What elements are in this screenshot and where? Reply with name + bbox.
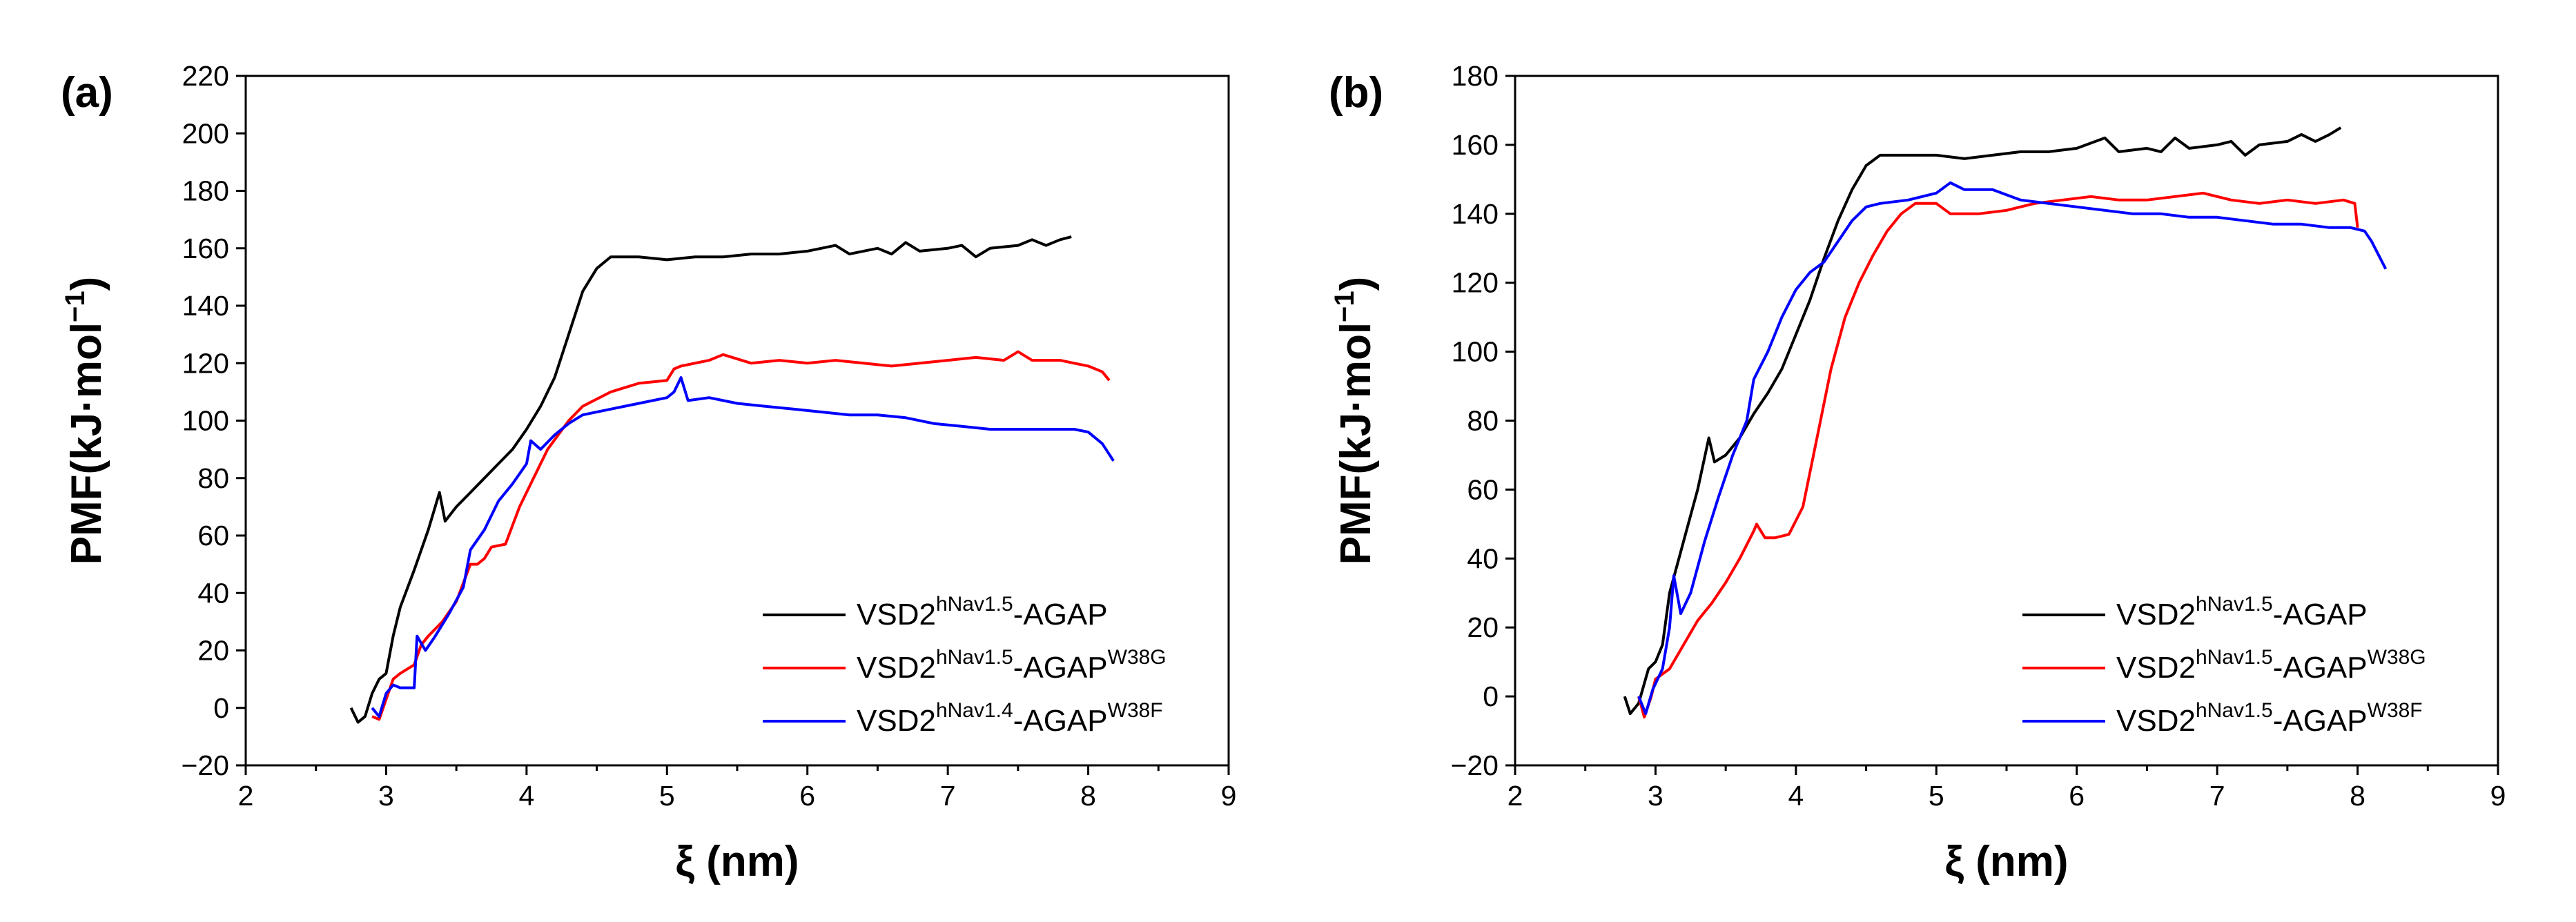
y-tick-label: 120 bbox=[182, 347, 229, 379]
y-axis-title-sup: −1 bbox=[1329, 291, 1360, 322]
x-tick-label: 6 bbox=[2069, 780, 2085, 812]
y-tick-label: 60 bbox=[1467, 473, 1499, 505]
y-axis-title: PMF(kJ·mol−1) bbox=[60, 277, 110, 565]
y-axis-title-main: PMF(kJ·mol bbox=[1332, 322, 1380, 565]
y-tick-label: 40 bbox=[197, 577, 229, 609]
x-tick-label: 3 bbox=[378, 780, 394, 812]
y-axis-title-close: ) bbox=[63, 277, 110, 291]
chart-panel-1: (b) 2 3 4 5 6 7 8 9 −20 0 20 40 60 80 100 120 140 160 180 ξ … bbox=[1329, 60, 2506, 885]
x-axis-title: ξ (nm) bbox=[1944, 838, 2068, 885]
series-line-2 bbox=[1637, 181, 2388, 716]
legend: VSD2hNav1.5-AGAP VSD2hNav1.5-AGAPW38G VSD2… bbox=[2022, 593, 2426, 738]
x-tick-label: 4 bbox=[1788, 780, 1804, 812]
y-axis-title-sup: −1 bbox=[60, 291, 90, 322]
legend-entry-2: VSD2hNav1.4-AGAPW38F bbox=[857, 699, 1163, 738]
panel-label: (b) bbox=[1329, 69, 1383, 117]
x-tick-label: 9 bbox=[2490, 780, 2506, 812]
x-tick-label: 5 bbox=[1929, 780, 1944, 812]
legend-entry-1: VSD2hNav1.5-AGAPW38G bbox=[857, 646, 1167, 685]
panel-label: (a) bbox=[61, 69, 113, 117]
y-tick-label: 0 bbox=[1483, 680, 1499, 712]
y-tick-label: 100 bbox=[1452, 336, 1499, 368]
series-line-0 bbox=[1623, 126, 2342, 716]
series-line-1 bbox=[371, 350, 1111, 721]
x-tick-label: 8 bbox=[1080, 780, 1096, 812]
y-tick-label: 120 bbox=[1452, 267, 1499, 299]
y-tick-label: 140 bbox=[182, 290, 229, 322]
y-tick-label: 20 bbox=[197, 635, 229, 667]
y-axis-title-main: PMF(kJ·mol bbox=[63, 322, 110, 565]
x-tick-label: 2 bbox=[1507, 780, 1523, 812]
y-tick-label: 0 bbox=[213, 692, 229, 724]
y-tick-label: 180 bbox=[182, 175, 229, 207]
y-axis-title-close: ) bbox=[1332, 277, 1380, 291]
x-tick-label: 7 bbox=[940, 780, 956, 812]
legend: VSD2hNav1.5-AGAP VSD2hNav1.5-AGAPW38G VSD2… bbox=[763, 593, 1167, 738]
y-tick-label: 60 bbox=[197, 520, 229, 551]
x-tick-label: 4 bbox=[518, 780, 534, 812]
x-tick-label: 6 bbox=[799, 780, 815, 812]
chart-panel-0: (a) 2 3 4 5 6 7 8 9 −20 0 20 40 60 80 100 120 140 160 180 20… bbox=[60, 60, 1236, 885]
y-tick-label: 220 bbox=[182, 60, 229, 92]
x-tick-label: 9 bbox=[1221, 780, 1237, 812]
y-tick-label: 80 bbox=[197, 462, 229, 494]
y-tick-label: 40 bbox=[1467, 542, 1499, 574]
x-tick-label: 7 bbox=[2209, 780, 2225, 812]
x-tick-label: 5 bbox=[659, 780, 675, 812]
legend-entry-0: VSD2hNav1.5-AGAP bbox=[2116, 593, 2368, 631]
y-tick-label: 20 bbox=[1467, 611, 1499, 643]
y-tick-label: −20 bbox=[1450, 749, 1499, 781]
series-group bbox=[349, 235, 1115, 724]
x-axis-title: ξ (nm) bbox=[675, 838, 799, 885]
y-tick-label: 100 bbox=[182, 405, 229, 437]
y-axis-title: PMF(kJ·mol−1) bbox=[1329, 277, 1380, 565]
series-group bbox=[1623, 126, 2388, 719]
legend-entry-1: VSD2hNav1.5-AGAPW38G bbox=[2116, 646, 2426, 685]
series-line-2 bbox=[371, 376, 1115, 718]
x-tick-label: 8 bbox=[2350, 780, 2365, 812]
series-line-1 bbox=[1637, 191, 2359, 719]
y-tick-label: 180 bbox=[1452, 60, 1499, 92]
legend-entry-0: VSD2hNav1.5-AGAP bbox=[857, 593, 1108, 631]
y-tick-label: 200 bbox=[182, 117, 229, 149]
x-tick-label: 2 bbox=[238, 780, 254, 812]
x-tick-label: 3 bbox=[1648, 780, 1663, 812]
y-tick-label: −20 bbox=[181, 749, 229, 781]
y-tick-label: 80 bbox=[1467, 405, 1499, 437]
y-tick-label: 160 bbox=[182, 233, 229, 264]
series-line-0 bbox=[349, 235, 1072, 724]
y-tick-label: 160 bbox=[1452, 129, 1499, 161]
y-tick-label: 140 bbox=[1452, 198, 1499, 230]
legend-entry-2: VSD2hNav1.5-AGAPW38F bbox=[2116, 699, 2423, 738]
